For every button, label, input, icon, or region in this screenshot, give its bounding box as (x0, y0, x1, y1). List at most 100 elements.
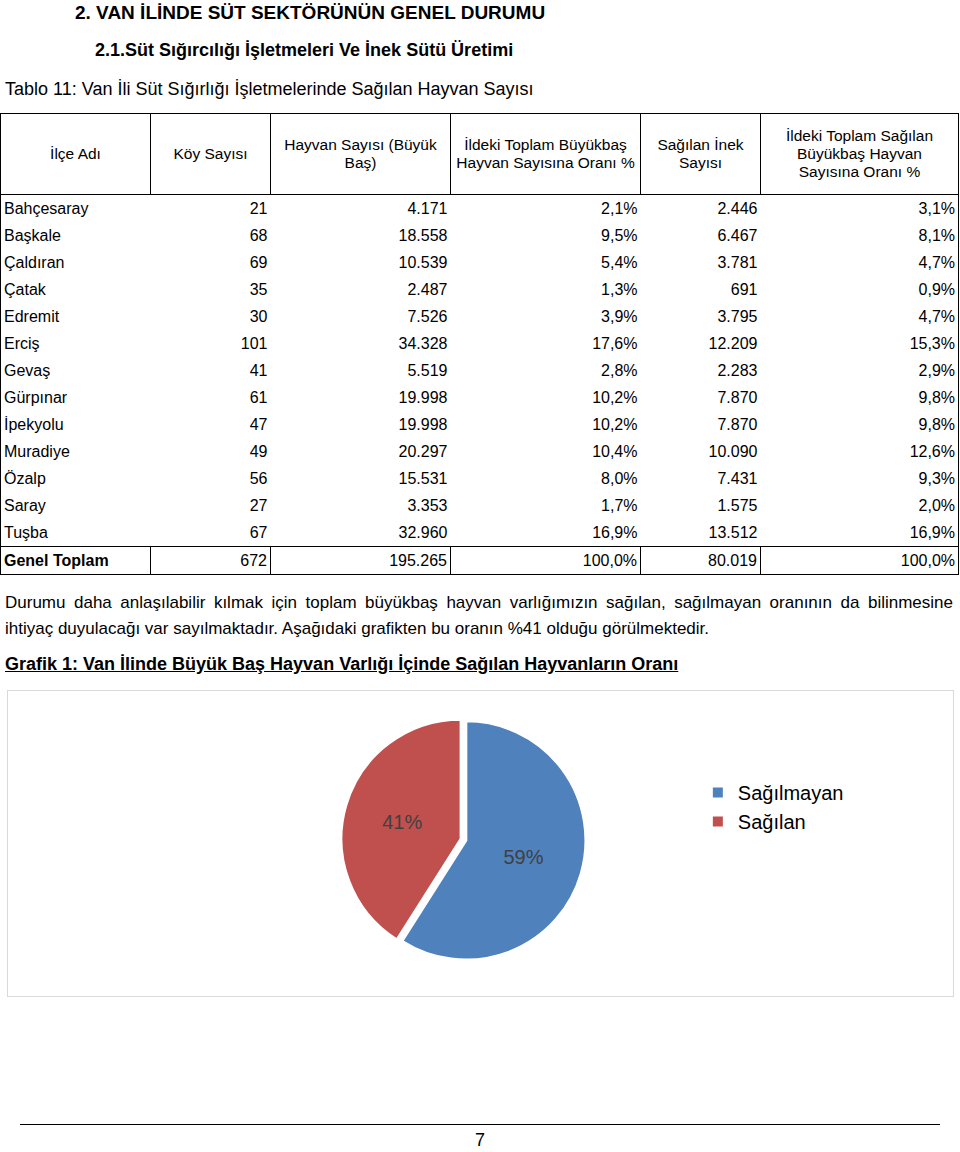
html-text:100,0%: 100,0% (900, 551, 955, 569)
html-text:2,8%: 2,8% (601, 361, 638, 379)
html-text:15.531: 15.531 (398, 469, 448, 487)
html-text:2.487: 2.487 (407, 280, 448, 298)
html-text:2.446: 2.446 (717, 199, 758, 217)
html-text:10,2%: 10,2% (592, 415, 638, 433)
html-text:68: 68 (249, 226, 268, 244)
html-text:21: 21 (249, 199, 268, 217)
html-text:195.265: 195.265 (389, 551, 447, 569)
html-text:7.431: 7.431 (717, 469, 758, 487)
html-text:17,6%: 17,6% (592, 334, 638, 352)
html-text:47: 47 (249, 415, 268, 433)
html-text:Çatak: Çatak (4, 280, 46, 298)
html-text:12,6%: 12,6% (909, 442, 955, 460)
html-text:1,3%: 1,3% (601, 280, 638, 298)
html-text:15,3%: 15,3% (909, 334, 955, 352)
html-text:2. VAN İLİNDE SÜT SEKTÖRÜNÜN G: 2. VAN İLİNDE SÜT SEKTÖRÜNÜN GENEL DURUM… (75, 2, 546, 23)
html-text:Çaldıran: Çaldıran (4, 253, 65, 271)
html-text:672: 672 (240, 551, 267, 569)
html-text:9,8%: 9,8% (918, 415, 955, 433)
html-text:4,7%: 4,7% (918, 307, 955, 325)
html-text:Başkale: Başkale (4, 226, 61, 244)
html-text:Özalp: Özalp (4, 469, 46, 487)
html-text:2.1.Süt Sığırcılığı İşletmeler: 2.1.Süt Sığırcılığı İşletmeleri Ve İnek … (95, 40, 514, 60)
html-text:9,8%: 9,8% (918, 388, 955, 406)
html-text:1.575: 1.575 (717, 496, 758, 514)
html-text:Durumu daha anlaşılabilir kılm: Durumu daha anlaşılabilir kılmak için to… (5, 593, 953, 638)
html-text:5.519: 5.519 (407, 361, 448, 379)
html-text:2,0%: 2,0% (918, 496, 955, 514)
html-text:İldeki Toplam Sağılan Büyükbaş: İldeki Toplam Sağılan Büyükbaş Hayvan Sa… (786, 127, 933, 180)
html-text:32.960: 32.960 (398, 523, 448, 541)
html-text:10,4%: 10,4% (592, 442, 638, 460)
html-text:5,4%: 5,4% (601, 253, 638, 271)
html-text:16,9%: 16,9% (592, 523, 638, 541)
html-text:4.171: 4.171 (407, 199, 448, 217)
html-text:Genel Toplam: Genel Toplam (4, 551, 109, 569)
svg-text:Sağılan: Sağılan (738, 811, 806, 833)
html-text:İpekyolu: İpekyolu (4, 415, 64, 433)
html-text:3.781: 3.781 (717, 253, 758, 271)
html-text:6.467: 6.467 (717, 226, 758, 244)
html-text:20.297: 20.297 (398, 442, 448, 460)
html-text:7.870: 7.870 (717, 415, 758, 433)
svg-text:41%: 41% (382, 811, 422, 833)
html-text:16,9%: 16,9% (909, 523, 955, 541)
html-text:67: 67 (249, 523, 268, 541)
html-text:Tuşba: Tuşba (4, 523, 48, 541)
html-text:Tablo 11: Van İli Süt Sığırlığ: Tablo 11: Van İli Süt Sığırlığı İşletmel… (5, 79, 534, 99)
html-text:9,3%: 9,3% (918, 469, 955, 487)
html-text:69: 69 (249, 253, 268, 271)
html-text:Köy Sayısı: Köy Sayısı (173, 145, 248, 162)
html-text:8,0%: 8,0% (601, 469, 638, 487)
html-text:Sağılan İnek Sayısı: Sağılan İnek Sayısı (657, 136, 744, 171)
html-text:2,1%: 2,1% (601, 199, 638, 217)
html-text:Edremit: Edremit (4, 307, 60, 325)
html-text:18.558: 18.558 (398, 226, 448, 244)
html-text:Muradiye: Muradiye (4, 442, 70, 460)
html-text:İldeki Toplam Büyükbaş Hayvan: İldeki Toplam Büyükbaş Hayvan Sayısına O… (456, 136, 635, 171)
html-text:10.090: 10.090 (708, 442, 758, 460)
html-text:30: 30 (249, 307, 268, 325)
html-text:Saray: Saray (4, 496, 46, 514)
html-text:2.283: 2.283 (717, 361, 758, 379)
html-text:İlçe Adı: İlçe Adı (50, 145, 101, 162)
html-text:19.998: 19.998 (398, 415, 448, 433)
html-text:61: 61 (249, 388, 268, 406)
html-text:34.328: 34.328 (398, 334, 448, 352)
html-text:10,2%: 10,2% (592, 388, 638, 406)
html-text:3,9%: 3,9% (601, 307, 638, 325)
html-text:691: 691 (730, 280, 758, 298)
html-text:13.512: 13.512 (708, 523, 758, 541)
html-text:49: 49 (249, 442, 268, 460)
html-text:7.870: 7.870 (717, 388, 758, 406)
html-text:Grafik 1: Van İlinde Büyük Baş: Grafik 1: Van İlinde Büyük Baş Hayvan Va… (5, 654, 679, 674)
html-text:8,1%: 8,1% (918, 226, 955, 244)
html-text:7: 7 (475, 1130, 485, 1150)
html-text:Bahçesaray: Bahçesaray (4, 199, 89, 217)
html-text:Gürpınar: Gürpınar (4, 388, 68, 406)
html-text:2,9%: 2,9% (918, 361, 955, 379)
svg-text:59%: 59% (503, 846, 543, 868)
html-text:41: 41 (249, 361, 268, 379)
html-text:80.019: 80.019 (708, 551, 757, 569)
html-text:Erciş: Erciş (4, 334, 40, 352)
html-text:56: 56 (249, 469, 268, 487)
html-text:3,1%: 3,1% (918, 199, 955, 217)
html-text:27: 27 (249, 496, 268, 514)
html-text:19.998: 19.998 (398, 388, 448, 406)
html-text:10.539: 10.539 (398, 253, 448, 271)
html-text:0,9%: 0,9% (918, 280, 955, 298)
html-text:100,0%: 100,0% (582, 551, 637, 569)
html-text:7.526: 7.526 (407, 307, 448, 325)
html-text:12.209: 12.209 (708, 334, 758, 352)
html-text:9,5%: 9,5% (601, 226, 638, 244)
html-text:Gevaş: Gevaş (4, 361, 51, 379)
svg-text:Sağılmayan: Sağılmayan (738, 782, 844, 804)
html-text:3.795: 3.795 (717, 307, 758, 325)
html-text:Hayvan Sayısı (Büyük Baş): Hayvan Sayısı (Büyük Baş) (284, 136, 437, 171)
html-text:35: 35 (249, 280, 268, 298)
html-text:4,7%: 4,7% (918, 253, 955, 271)
html-text:101: 101 (240, 334, 268, 352)
html-text:3.353: 3.353 (407, 496, 448, 514)
html-text:1,7%: 1,7% (601, 496, 638, 514)
